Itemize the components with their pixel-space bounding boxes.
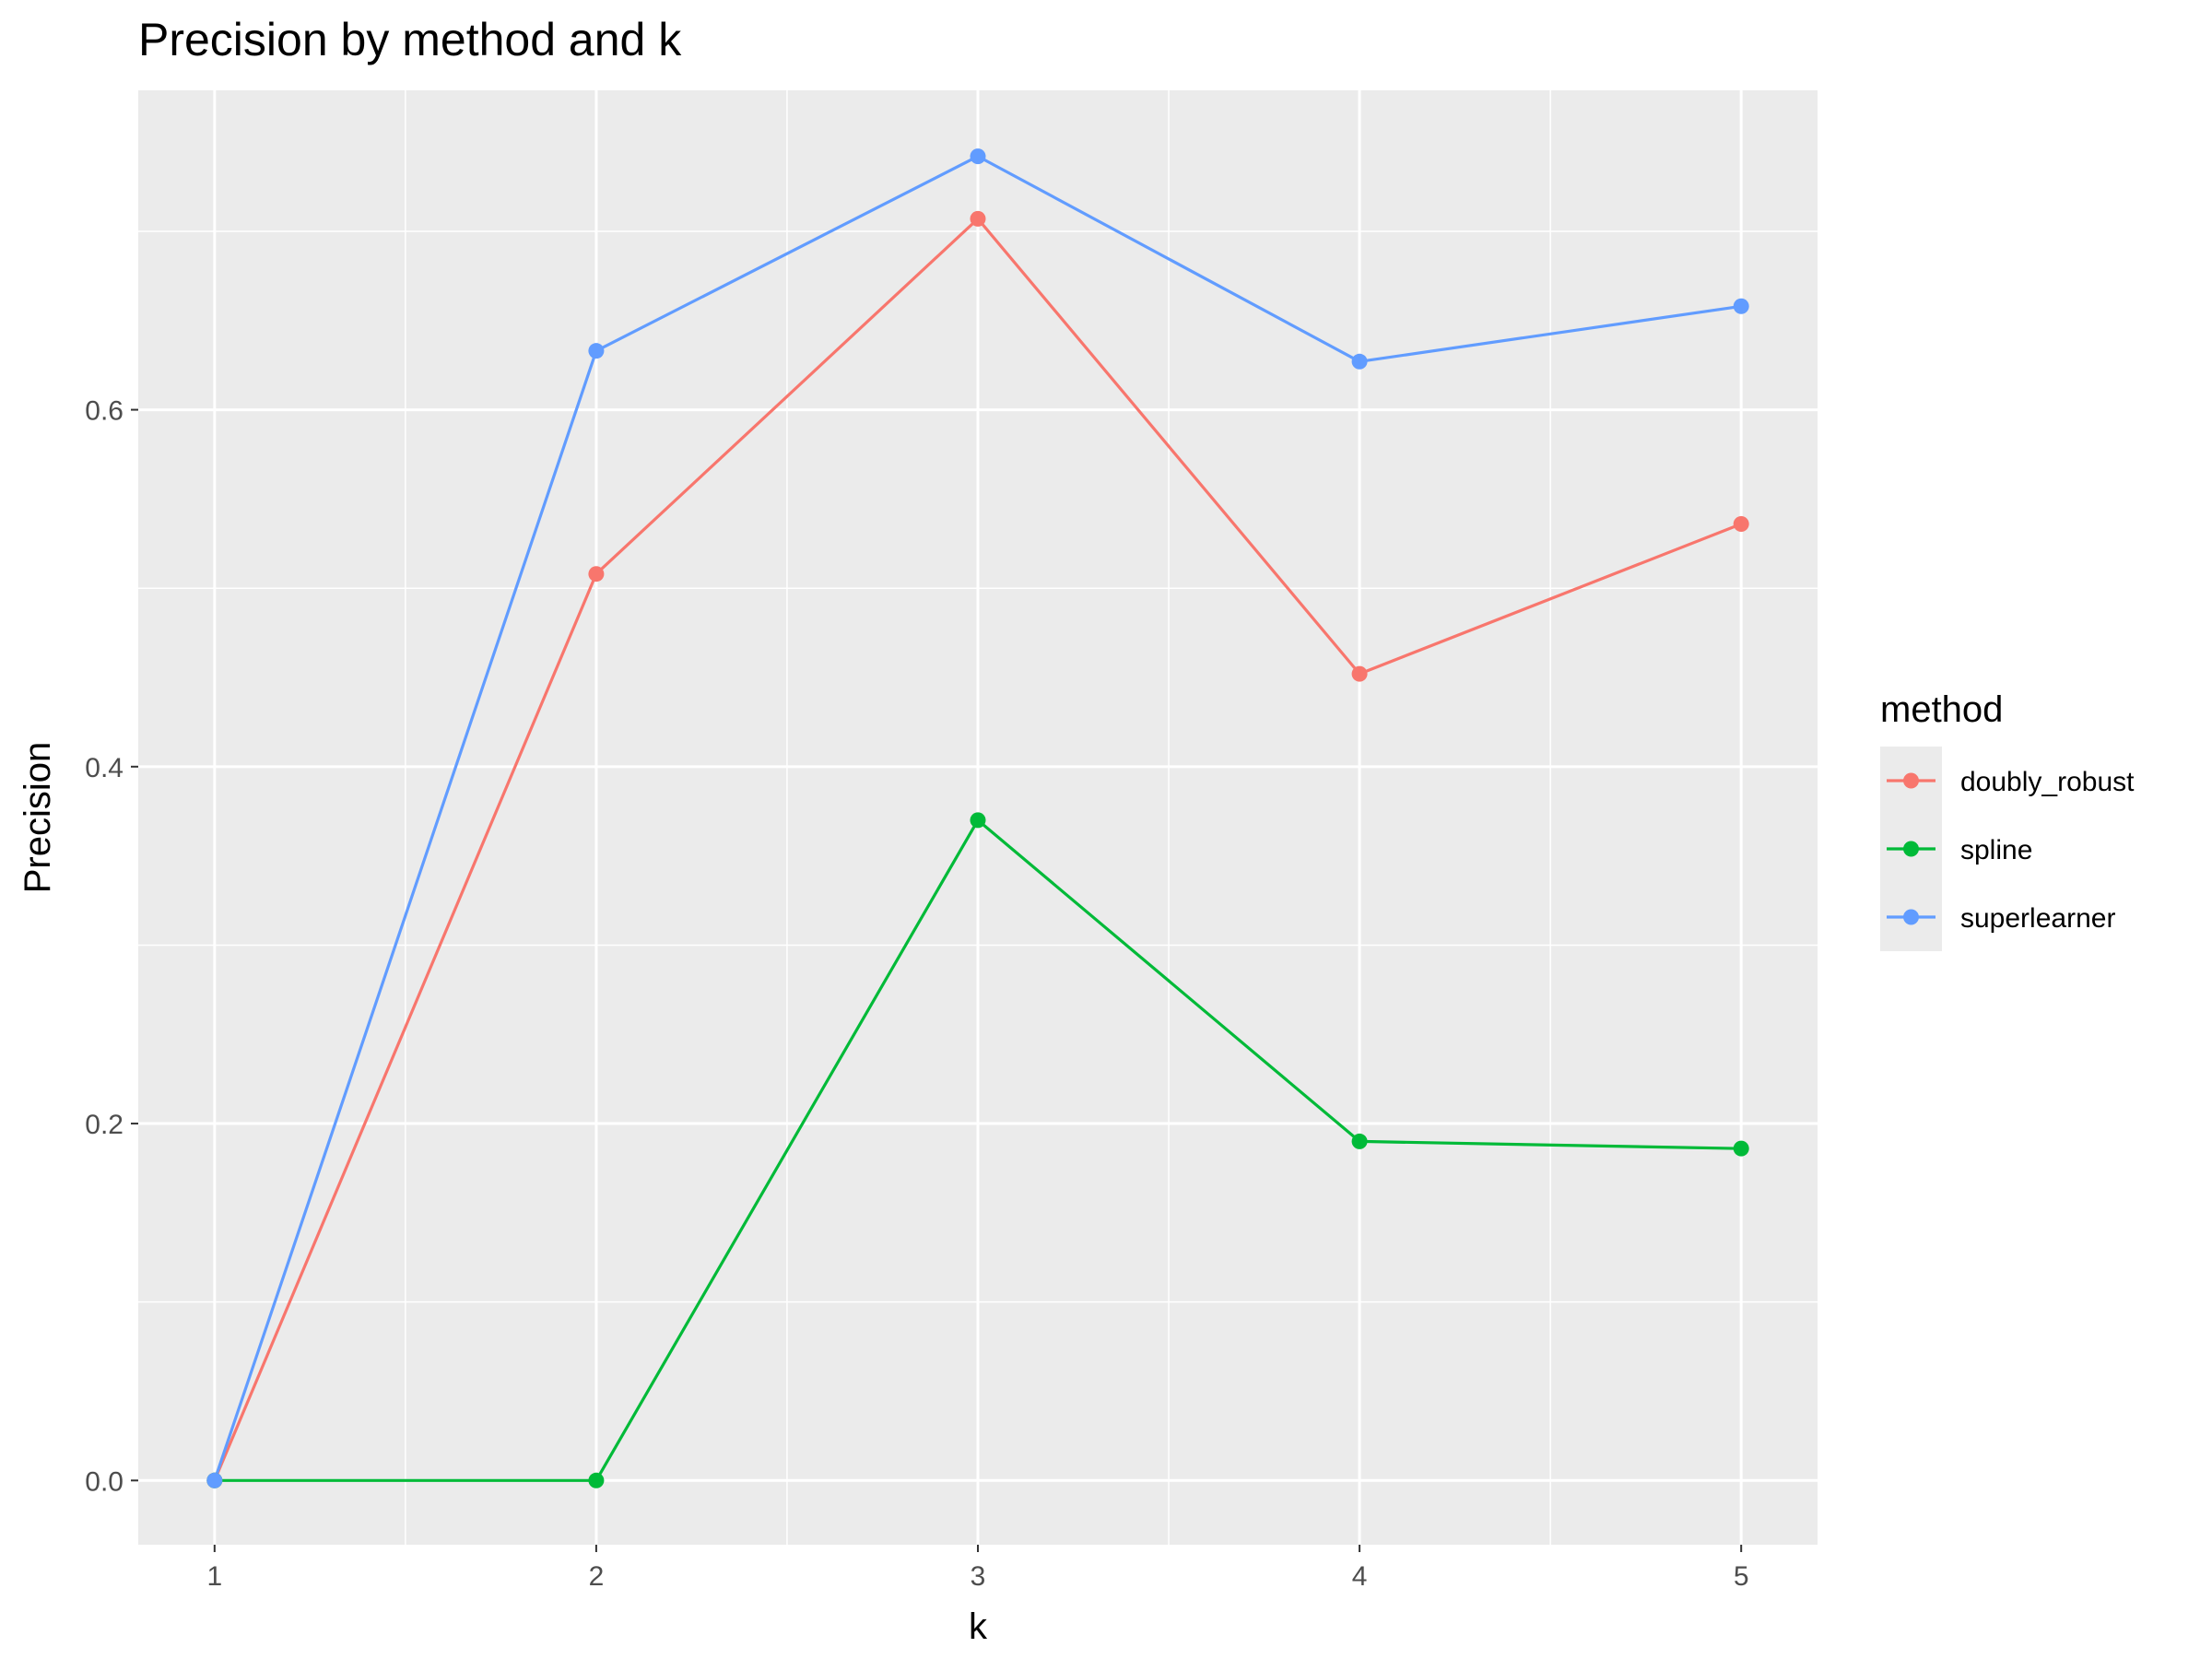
data-point-doubly-robust <box>588 566 605 582</box>
y-axis: 0.0 0.2 0.4 0.6 <box>85 396 138 1497</box>
y-tick-label: 0.0 <box>85 1466 124 1497</box>
y-axis-title: Precision <box>18 742 58 894</box>
x-tick-label: 4 <box>1352 1561 1368 1592</box>
data-point-superlearner <box>1733 298 1749 314</box>
y-tick-label: 0.4 <box>85 753 124 783</box>
data-point-superlearner <box>206 1472 223 1488</box>
data-point-spline <box>588 1472 605 1488</box>
x-tick-label: 5 <box>1734 1561 1749 1592</box>
x-tick-label: 2 <box>589 1561 605 1592</box>
legend-label-doubly-robust: doubly_robust <box>1960 767 2135 797</box>
data-point-doubly-robust <box>970 210 986 227</box>
x-tick-label: 1 <box>206 1561 222 1592</box>
data-point-doubly-robust <box>1351 665 1368 682</box>
y-tick-label: 0.6 <box>85 396 124 427</box>
series-points <box>206 148 1749 1488</box>
data-point-superlearner <box>1351 353 1368 370</box>
x-axis-title: k <box>969 1606 988 1647</box>
legend-label-superlearner: superlearner <box>1960 903 2115 934</box>
data-point-doubly-robust <box>1733 515 1749 532</box>
legend-label-spline: spline <box>1960 835 2032 865</box>
data-point-spline <box>1733 1140 1749 1157</box>
data-point-superlearner <box>970 148 986 165</box>
x-tick-label: 3 <box>971 1561 986 1592</box>
legend-key-point-superlearner <box>1903 909 1919 925</box>
legend-key-point-spline <box>1903 841 1919 857</box>
data-point-spline <box>1351 1133 1368 1149</box>
y-tick-label: 0.2 <box>85 1110 124 1140</box>
legend-key-point-doubly-robust <box>1903 772 1919 789</box>
x-axis: 1 2 3 4 5 <box>206 1545 1749 1592</box>
data-point-spline <box>970 812 986 829</box>
data-point-superlearner <box>588 343 605 359</box>
chart-title: Precision by method and k <box>138 14 682 65</box>
legend-title: method <box>1880 689 2003 730</box>
